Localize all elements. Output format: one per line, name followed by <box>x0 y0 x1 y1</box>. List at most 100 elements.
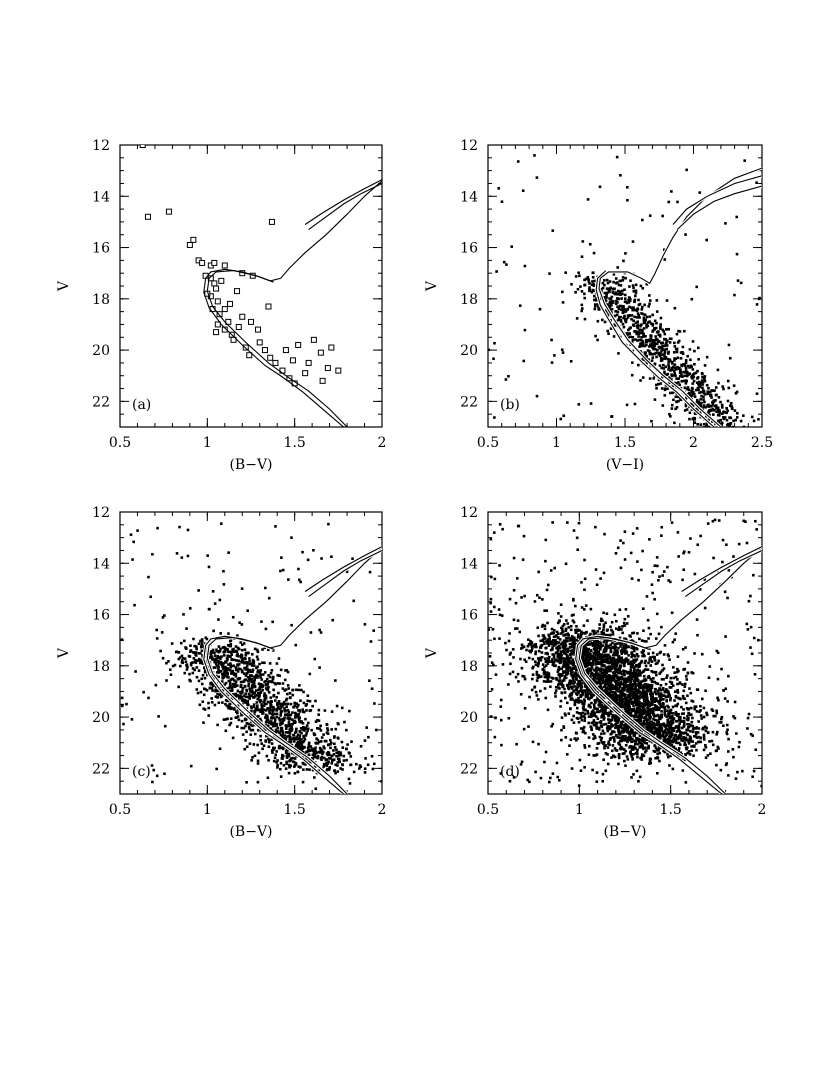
data-point <box>663 357 667 360</box>
data-point <box>631 307 635 311</box>
data-point <box>252 743 256 746</box>
data-point <box>334 727 338 731</box>
data-point <box>521 674 524 678</box>
data-point <box>288 718 291 721</box>
data-point <box>279 730 283 733</box>
data-point <box>324 365 331 372</box>
data-point <box>592 705 596 709</box>
data-point <box>610 301 614 304</box>
data-point <box>246 662 249 666</box>
data-point <box>588 658 591 661</box>
data-point <box>339 753 343 757</box>
data-point <box>651 330 654 333</box>
data-point <box>242 672 246 675</box>
data-point <box>251 756 254 759</box>
data-point <box>578 628 581 632</box>
data-point <box>727 737 730 741</box>
data-point <box>188 655 192 658</box>
data-point <box>231 669 235 673</box>
data-point <box>264 586 267 590</box>
data-point <box>313 755 317 759</box>
data-point <box>259 676 262 679</box>
data-point <box>256 759 260 763</box>
data-point <box>232 682 236 686</box>
data-point <box>194 658 197 662</box>
data-point <box>656 348 659 352</box>
data-point <box>555 646 559 650</box>
data-point <box>264 720 268 724</box>
data-point <box>594 754 597 757</box>
data-point <box>297 578 301 582</box>
data-point <box>589 402 593 405</box>
data-point <box>319 724 322 728</box>
data-point <box>272 748 275 751</box>
data-point <box>566 622 570 625</box>
data-point <box>730 406 734 410</box>
data-point <box>229 717 233 720</box>
data-point <box>626 614 630 618</box>
data-point <box>688 348 692 351</box>
data-point <box>602 640 606 644</box>
data-point <box>590 727 593 730</box>
data-point <box>221 693 225 697</box>
data-point <box>167 660 170 663</box>
data-point <box>297 742 301 745</box>
data-point <box>637 363 640 367</box>
data-point <box>649 335 653 339</box>
data-point <box>200 639 204 643</box>
data-point <box>217 618 220 621</box>
data-point <box>268 710 271 713</box>
data-point <box>211 658 214 661</box>
data-point <box>693 652 696 655</box>
data-point <box>661 347 664 350</box>
data-point <box>689 358 692 362</box>
data-point <box>250 687 254 690</box>
data-point <box>689 364 693 368</box>
data-point <box>706 731 710 735</box>
data-point <box>527 638 530 641</box>
data-point <box>333 746 337 749</box>
data-point <box>256 658 260 661</box>
data-point <box>694 731 698 734</box>
data-point <box>265 303 272 310</box>
data-point <box>605 689 609 693</box>
data-point <box>272 706 275 710</box>
data-point <box>610 756 613 759</box>
data-point <box>287 740 291 744</box>
data-point <box>559 652 563 655</box>
data-point <box>634 671 637 675</box>
data-point <box>628 305 631 309</box>
data-point <box>578 682 582 685</box>
data-point <box>233 694 237 698</box>
plot-area <box>120 522 382 794</box>
data-point <box>651 313 654 317</box>
data-point <box>736 411 739 415</box>
data-point <box>182 613 185 616</box>
data-point <box>671 362 674 365</box>
data-point <box>296 770 299 774</box>
data-point <box>337 754 341 757</box>
data-point <box>613 747 617 750</box>
data-point <box>608 297 611 300</box>
data-point <box>642 333 645 336</box>
data-point <box>266 724 270 728</box>
data-point <box>310 728 314 732</box>
data-point <box>643 704 647 708</box>
data-point <box>530 688 534 692</box>
data-point <box>350 740 353 743</box>
data-point <box>286 708 290 712</box>
data-point <box>236 670 240 673</box>
data-point <box>666 372 670 376</box>
data-point <box>582 714 586 718</box>
data-point <box>252 703 256 706</box>
data-point <box>668 412 671 416</box>
data-point <box>695 401 699 404</box>
data-point <box>246 668 249 671</box>
data-point <box>673 306 677 310</box>
data-point <box>244 673 248 677</box>
data-point <box>554 691 557 695</box>
data-point <box>653 339 656 342</box>
data-point <box>625 317 628 321</box>
data-point <box>683 738 687 742</box>
